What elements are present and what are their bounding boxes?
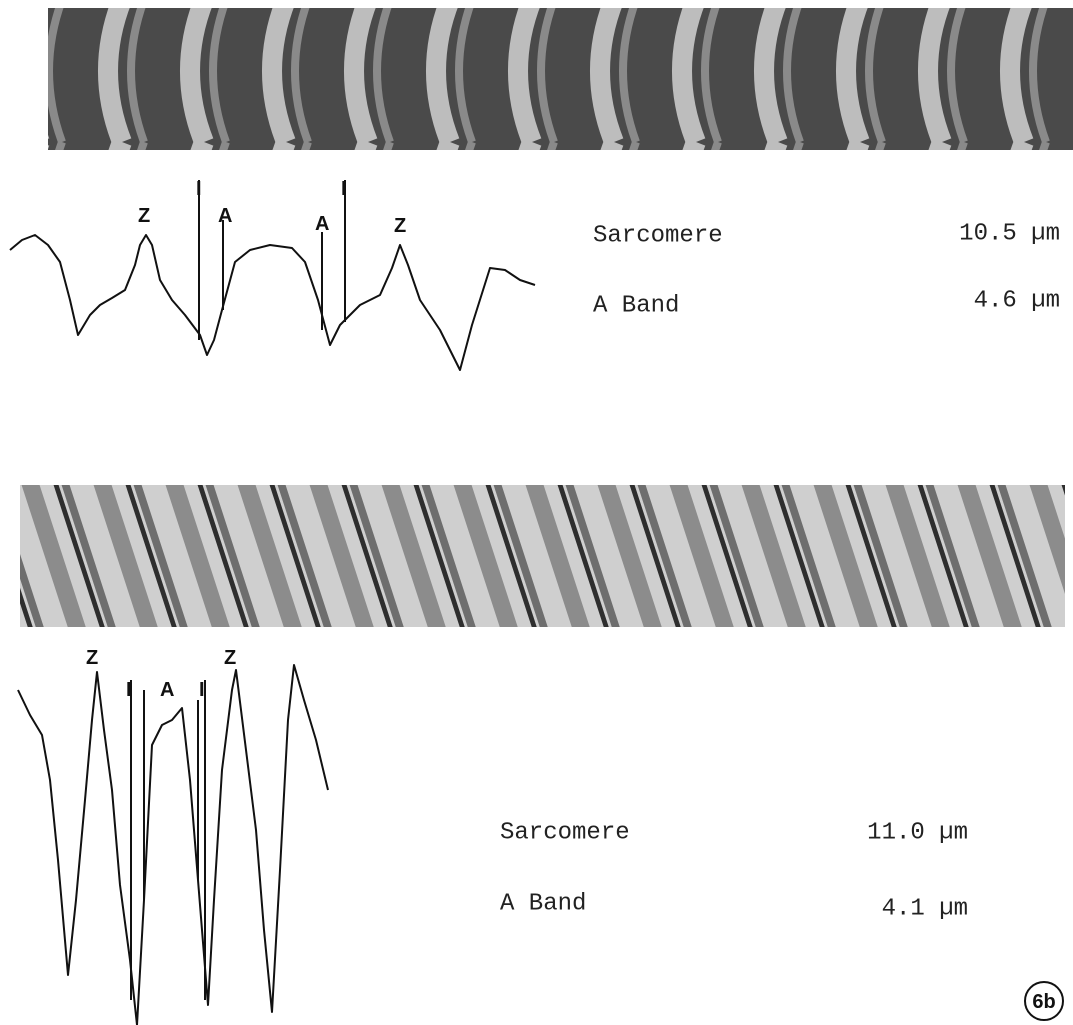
density-trace-bottom	[18, 665, 328, 1025]
measurement-label: Sarcomere	[593, 222, 723, 249]
figure: Z I A A I Z Sarcomere 10.5 µm A Band 4.6…	[0, 0, 1073, 1025]
trace-label: I	[341, 178, 347, 200]
measurement-value: 4.6 µm	[974, 287, 1060, 314]
density-trace-top	[10, 235, 535, 370]
measurement-value: 10.5 µm	[959, 220, 1060, 247]
trace-label: Z	[138, 205, 150, 227]
measurement-label: Sarcomere	[500, 819, 630, 846]
trace-label: Z	[86, 647, 98, 669]
trace-label: A	[315, 213, 329, 235]
measurement-value: 11.0 µm	[867, 819, 968, 846]
figure-label: 6b	[1032, 991, 1055, 1013]
micrograph-top	[48, 8, 1073, 150]
trace-label: I	[196, 178, 202, 200]
trace-label: A	[218, 205, 232, 227]
trace-label: A	[160, 679, 174, 701]
measurement-value: 4.1 µm	[882, 895, 968, 922]
trace-label: I	[199, 679, 205, 701]
micrograph-bottom	[20, 485, 1065, 627]
measurement-label: A Band	[500, 890, 586, 917]
trace-label: Z	[224, 647, 236, 669]
trace-label: I	[126, 679, 132, 701]
measurement-label: A Band	[593, 292, 679, 319]
page: Z I A A I Z Sarcomere 10.5 µm A Band 4.6…	[0, 0, 1073, 1025]
trace-label: Z	[394, 215, 406, 237]
